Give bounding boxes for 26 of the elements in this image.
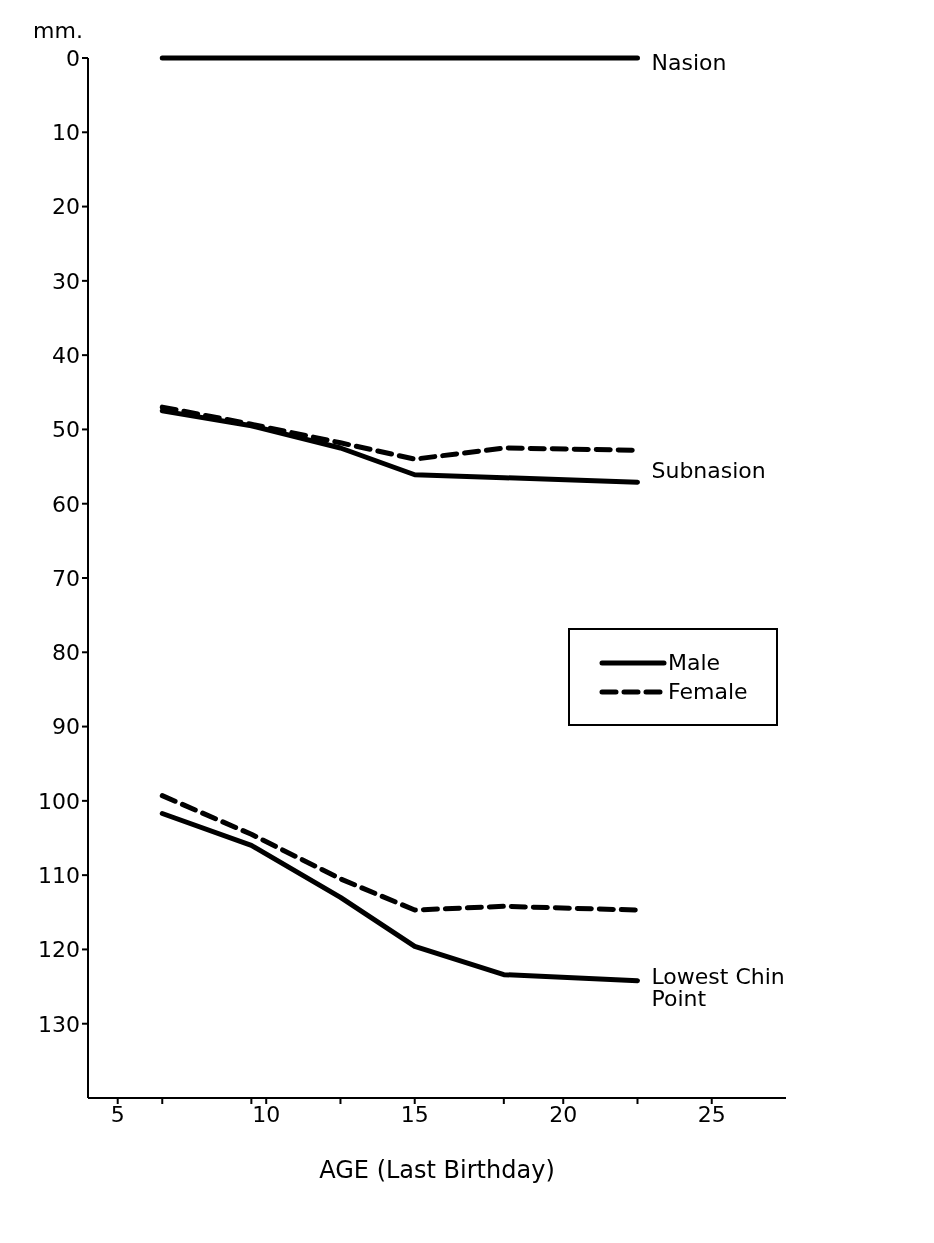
y-axis-title: mm. <box>33 18 83 43</box>
y-tick-label: 120 <box>38 937 80 963</box>
y-tick-label: 80 <box>52 640 80 666</box>
x-tick-label: 5 <box>110 1101 125 1127</box>
y-tick-label: 20 <box>52 194 80 220</box>
y-tick-label: 100 <box>38 788 80 814</box>
y-tick-label: 10 <box>52 120 80 146</box>
legend-label: Female <box>668 679 748 704</box>
y-tick-label: 0 <box>66 45 80 71</box>
annotation: Nasion <box>651 49 727 75</box>
y-tick-label: 40 <box>52 342 80 368</box>
y-tick-label: 60 <box>52 491 80 517</box>
x-tick-label: 10 <box>252 1101 281 1127</box>
y-tick-label: 50 <box>52 417 80 443</box>
y-tick-label: 130 <box>38 1011 80 1037</box>
y-tick-label: 90 <box>52 714 80 740</box>
y-tick-label: 110 <box>38 862 80 888</box>
x-tick-label: 25 <box>697 1101 726 1127</box>
x-tick-label: 20 <box>549 1101 578 1127</box>
x-tick-label: 15 <box>400 1101 429 1127</box>
annotation: Subnasion <box>651 457 766 483</box>
annotation: Lowest Chin Point <box>651 964 785 1012</box>
y-tick-label: 30 <box>52 268 80 294</box>
legend-label: Male <box>668 650 721 675</box>
y-tick-label: 70 <box>52 565 80 591</box>
x-axis-title: AGE (Last Birthday) <box>319 1156 555 1184</box>
